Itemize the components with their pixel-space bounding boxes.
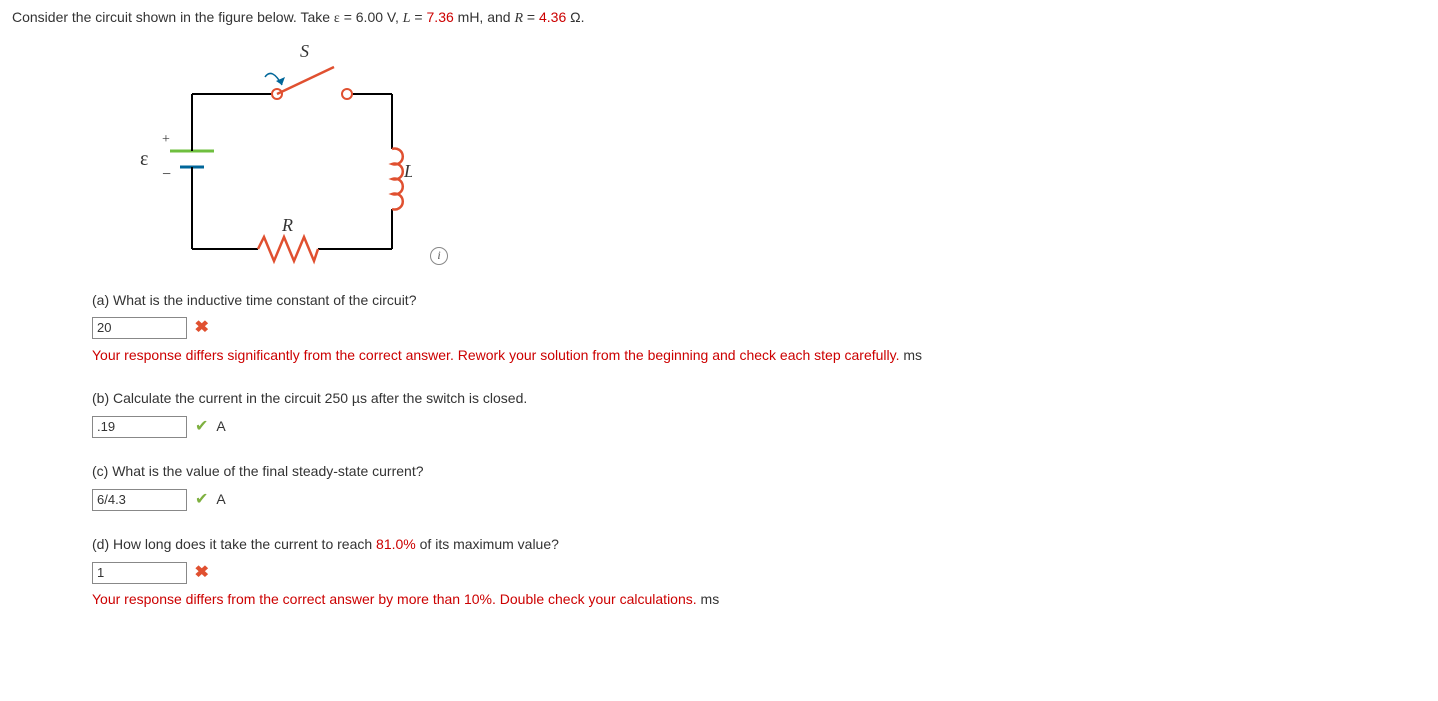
answer-input-b[interactable] <box>92 416 187 438</box>
unit-b: A <box>216 415 225 439</box>
label-eps: ε <box>140 148 148 170</box>
feedback-a: Your response differs significantly from… <box>92 347 903 363</box>
wrong-icon: ✖ <box>194 559 209 586</box>
circuit-svg: S + − ε L R <box>102 39 412 269</box>
intro-L-eq: = <box>411 9 427 25</box>
circuit-figure: S + − ε L R i <box>102 39 1426 269</box>
part-d: (d) How long does it take the current to… <box>92 533 1426 612</box>
unit-c: A <box>216 488 225 512</box>
switch-S: S <box>265 41 352 99</box>
part-b: (b) Calculate the current in the circuit… <box>92 387 1426 440</box>
unit-d: ms <box>701 591 720 607</box>
answer-input-a[interactable] <box>92 317 187 339</box>
symbol-R: R <box>514 11 523 26</box>
unit-L: mH, and <box>454 9 515 25</box>
unit-R: Ω. <box>566 9 584 25</box>
feedback-d: Your response differs from the correct a… <box>92 591 701 607</box>
part-b-prompt: (b) Calculate the current in the circuit… <box>92 387 1426 411</box>
info-icon[interactable]: i <box>430 247 448 265</box>
problem-intro: Consider the circuit shown in the figure… <box>12 8 1426 29</box>
part-d-percent: 81.0% <box>376 536 416 552</box>
part-a-prompt: (a) What is the inductive time constant … <box>92 289 1426 313</box>
battery: + − ε <box>140 132 214 183</box>
symbol-L: L <box>403 11 411 26</box>
part-c: (c) What is the value of the final stead… <box>92 460 1426 513</box>
part-d-post: of its maximum value? <box>416 536 559 552</box>
intro-R-eq: = <box>523 9 539 25</box>
label-minus: − <box>162 166 171 183</box>
unit-a: ms <box>903 347 922 363</box>
answer-input-c[interactable] <box>92 489 187 511</box>
part-d-prompt: (d) How long does it take the current to… <box>92 533 1426 557</box>
inductor <box>392 148 403 209</box>
label-R: R <box>281 215 293 235</box>
wrong-icon: ✖ <box>194 314 209 341</box>
part-c-prompt: (c) What is the value of the final stead… <box>92 460 1426 484</box>
label-L: L <box>403 161 412 181</box>
value-R: 4.36 <box>539 9 566 25</box>
label-S: S <box>300 41 309 61</box>
resistor <box>258 237 318 261</box>
label-plus: + <box>162 132 170 147</box>
intro-eps-eq: = 6.00 V, <box>340 9 403 25</box>
correct-icon: ✔ <box>195 413 208 440</box>
part-a: (a) What is the inductive time constant … <box>92 289 1426 368</box>
intro-prefix: Consider the circuit shown in the figure… <box>12 9 334 25</box>
value-L: 7.36 <box>427 9 454 25</box>
part-d-pre: (d) How long does it take the current to… <box>92 536 376 552</box>
correct-icon: ✔ <box>195 486 208 513</box>
answer-input-d[interactable] <box>92 562 187 584</box>
